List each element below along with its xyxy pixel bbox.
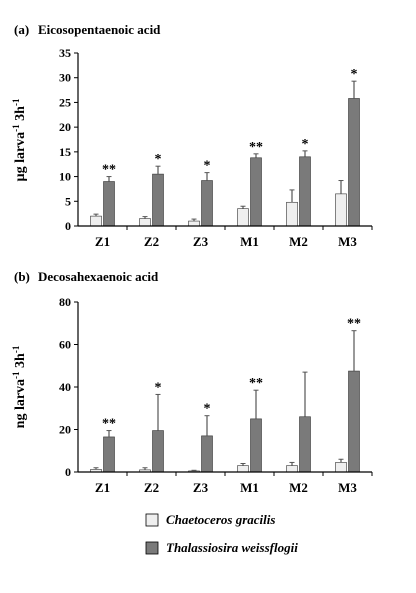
category-label-a-M3: M3 [338, 234, 357, 249]
bar-b-M3-thalassiosira [348, 370, 360, 473]
panel-b-title: Decosahexaenoic acid [38, 269, 159, 284]
bar-a-Z2-chaetoceros [139, 218, 151, 227]
significance-b-Z3: * [204, 402, 211, 417]
category-label-a-M1: M1 [240, 234, 259, 249]
category-label-b-M2: M2 [289, 480, 308, 495]
significance-a-Z2: * [155, 152, 162, 167]
bar-a-M1-thalassiosira [250, 157, 262, 227]
panel-b-ylabel: ng larva-1 3h-1 [11, 345, 28, 428]
category-label-b-Z1: Z1 [95, 480, 110, 495]
significance-b-M3: ** [347, 317, 361, 332]
bar-b-Z3-thalassiosira [201, 435, 213, 473]
y-tick-label-a-3: 15 [59, 145, 71, 159]
significance-a-M2: * [302, 137, 309, 152]
panel-a: (a) Eicosopentaenoic acid µg larva-1 3h-… [11, 22, 373, 249]
bar-a-Z3-thalassiosira [201, 180, 213, 227]
legend-swatch-light [145, 513, 159, 527]
bar-a-M3-chaetoceros [335, 193, 347, 227]
category-label-b-M1: M1 [240, 480, 259, 495]
category-label-b-M3: M3 [338, 480, 357, 495]
bar-b-M1-chaetoceros [237, 465, 249, 473]
legend-item-thalassiosira: Thalassiosira weissflogii [145, 540, 298, 555]
significance-a-Z3: * [204, 159, 211, 174]
bar-a-M2-thalassiosira [299, 156, 311, 227]
panel-a-plot: 0 5 10 15 20 25 30 35 ** Z1 * Z2 * Z3 ** M1 * M2 * M3 [59, 46, 373, 249]
y-tick-label-b-2: 40 [59, 380, 71, 394]
significance-b-Z2: * [155, 380, 162, 395]
bar-a-M1-chaetoceros [237, 208, 249, 227]
bar-a-Z2-thalassiosira [152, 173, 164, 227]
category-label-a-Z2: Z2 [144, 234, 159, 249]
significance-a-M1: ** [249, 140, 263, 155]
y-tick-label-a-4: 20 [59, 120, 71, 134]
y-tick-label-a-0: 0 [65, 219, 71, 233]
y-tick-label-b-0: 0 [65, 465, 71, 479]
panel-b-plot: 0 20 40 60 80 ** Z1 * Z2 * Z3 ** M1 M2 ** M3 [59, 295, 373, 495]
legend-label-thalassiosira: Thalassiosira weissflogii [166, 540, 298, 555]
legend: Chaetoceros gracilis Thalassiosira weiss… [145, 512, 298, 555]
significance-b-Z1: ** [102, 417, 116, 432]
y-tick-label-b-4: 80 [59, 295, 71, 309]
panel-a-title: Eicosopentaenoic acid [38, 22, 161, 37]
legend-swatch-dark [145, 541, 159, 555]
bar-b-M3-chaetoceros [335, 462, 347, 473]
bar-a-Z1-thalassiosira [103, 181, 115, 227]
y-tick-label-a-5: 25 [59, 95, 71, 109]
category-label-a-M2: M2 [289, 234, 308, 249]
panel-b-letter: (b) [14, 269, 30, 284]
significance-b-M1: ** [249, 376, 263, 391]
bar-a-Z3-chaetoceros [188, 220, 200, 227]
y-tick-label-b-3: 60 [59, 338, 71, 352]
bar-b-Z1-thalassiosira [103, 436, 115, 473]
panel-a-letter: (a) [14, 22, 29, 37]
y-tick-label-a-7: 35 [59, 46, 71, 60]
category-label-b-Z3: Z3 [193, 480, 209, 495]
bar-b-M2-chaetoceros [286, 465, 298, 473]
category-label-a-Z1: Z1 [95, 234, 110, 249]
category-label-a-Z3: Z3 [193, 234, 209, 249]
bar-b-M1-thalassiosira [250, 418, 262, 473]
bar-b-Z2-thalassiosira [152, 430, 164, 473]
panel-a-ylabel: µg larva-1 3h-1 [11, 98, 28, 181]
y-tick-label-a-1: 5 [65, 194, 71, 208]
y-tick-label-a-2: 10 [59, 170, 71, 184]
category-label-b-Z2: Z2 [144, 480, 159, 495]
panel-b: (b) Decosahexaenoic acid ng larva-1 3h-1… [11, 269, 373, 495]
y-tick-label-a-6: 30 [59, 71, 71, 85]
significance-a-M3: * [351, 67, 358, 82]
bar-a-M3-thalassiosira [348, 98, 360, 227]
bar-a-M2-chaetoceros [286, 201, 298, 227]
bar-a-Z1-chaetoceros [90, 215, 102, 227]
bar-b-M2-thalassiosira [299, 416, 311, 473]
y-tick-label-b-1: 20 [59, 423, 71, 437]
significance-a-Z1: ** [102, 163, 116, 178]
legend-label-chaetoceros: Chaetoceros gracilis [166, 512, 275, 527]
legend-item-chaetoceros: Chaetoceros gracilis [145, 512, 275, 527]
